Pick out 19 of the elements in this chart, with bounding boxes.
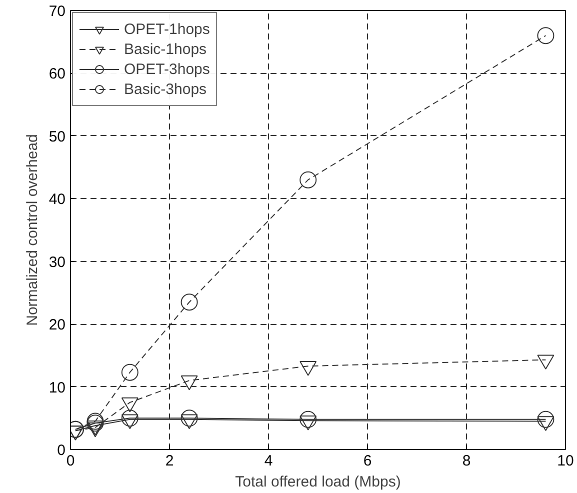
y-tick-label: 20 [48, 316, 66, 334]
y-tick-label: 0 [57, 442, 66, 459]
legend-label: Basic-3hops [124, 80, 207, 98]
x-axis-title: Total offered load (Mbps) [235, 474, 401, 490]
legend-label: OPET-3hops [124, 60, 210, 78]
x-tick-label: 6 [363, 452, 372, 470]
x-tick-label: 2 [165, 452, 174, 470]
y-tick-label: 40 [48, 191, 66, 208]
x-tick-label: 10 [557, 452, 574, 470]
x-tick-label: 4 [264, 452, 273, 470]
x-tick-label: 8 [462, 452, 471, 470]
legend-label: Basic-1hops [124, 40, 207, 58]
legend-label: OPET-1hops [124, 20, 210, 38]
y-tick-label: 50 [48, 128, 66, 146]
y-axis-title: Normalized control overhead [24, 134, 41, 326]
y-tick-label: 70 [48, 3, 66, 20]
y-tick-label: 60 [48, 66, 66, 83]
y-tick-label: 10 [48, 379, 66, 396]
y-tick-label: 30 [48, 254, 66, 271]
